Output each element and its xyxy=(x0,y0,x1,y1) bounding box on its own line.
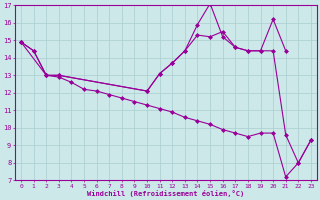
X-axis label: Windchill (Refroidissement éolien,°C): Windchill (Refroidissement éolien,°C) xyxy=(87,190,244,197)
